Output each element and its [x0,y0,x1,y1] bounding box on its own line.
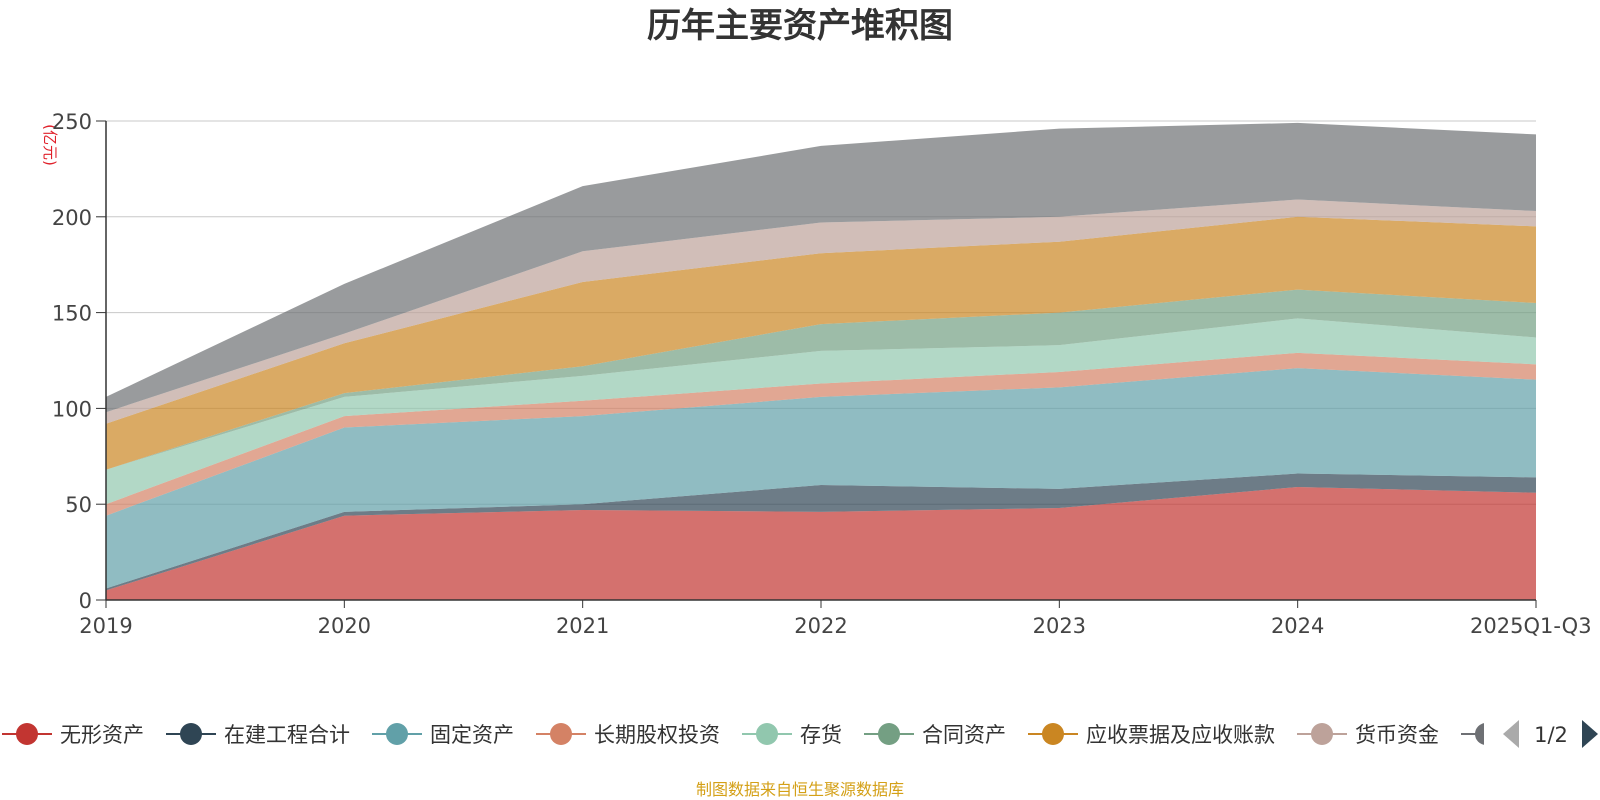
legend-item[interactable]: 在建工程合计 [166,723,350,747]
legend-item[interactable]: 合同资产 [864,723,1006,747]
y-tick-label: 150 [52,302,92,326]
legend-label: 长期股权投资 [594,723,720,747]
legend-circle-marker [1311,723,1333,745]
x-tick-label: 2024 [1271,614,1324,638]
legend-next-page-icon[interactable] [1582,720,1598,748]
y-tick-label: 200 [52,206,92,230]
legend-label: 合同资产 [922,723,1006,747]
area-series-6 [106,289,1536,470]
y-tick-label: 50 [65,493,92,517]
y-tick-label: 100 [52,397,92,421]
legend-item[interactable]: 无形资产 [2,723,144,747]
area-series-2 [106,473,1536,591]
legend-circle-marker [878,723,900,745]
area-series-8 [106,199,1536,424]
legend-circle-marker [756,723,778,745]
legend-item-clipped[interactable]: 货 [1461,723,1540,747]
y-axis-unit: (亿元) [41,124,59,166]
chart-title: 历年主要资产堆积图 [647,6,953,46]
area-series-1 [106,486,1536,600]
legend-circle-marker [180,723,202,745]
legend-item[interactable]: 长期股权投资 [536,723,720,747]
data-source-note: 制图数据来自恒生聚源数据库 [696,780,904,799]
x-tick-label: 2019 [79,614,132,638]
y-tick-label: 0 [79,589,92,613]
legend-label: 固定资产 [430,723,514,747]
area-series-group [106,122,1536,600]
legend-circle-marker [1475,723,1484,745]
area-series-5 [106,318,1536,505]
x-tick-label: 2021 [556,614,609,638]
legend-item[interactable]: 应收票据及应收账款 [1028,723,1275,747]
x-tick-label: 2022 [794,614,847,638]
area-series-7 [106,216,1536,470]
legend-circle-marker [550,723,572,745]
legend-label: 货币资金 [1355,723,1439,747]
y-tick-label: 250 [52,110,92,134]
legend-label: 在建工程合计 [224,723,350,747]
legend-label: 无形资产 [60,723,144,747]
x-tick-label: 2023 [1033,614,1086,638]
legend-items: 无形资产 在建工程合计 固定资产 长期股权投资 存货 合同资产 应收票据及应收账款 货币资金货 [2,723,1540,747]
x-tick-label: 2025Q1-Q3 [1470,614,1592,638]
legend-item[interactable]: 固定资产 [372,723,514,747]
legend-circle-marker [1042,723,1064,745]
area-series-3 [106,368,1536,589]
legend-item[interactable]: 存货 [742,723,842,747]
legend-label: 存货 [800,723,842,747]
legend-circle-marker [386,723,408,745]
legend-page-indicator: 1/2 [1534,723,1568,747]
legend-label: 应收票据及应收账款 [1086,723,1275,747]
legend-circle-marker [16,723,38,745]
legend-prev-page-icon[interactable] [1503,720,1519,748]
axes: 0 50 100 150 200 250 2019 2020 2021 2022 2023 2024 2… [52,110,1592,638]
area-series-9 [106,122,1536,413]
area-series-4 [106,352,1536,516]
legend: 无形资产 在建工程合计 固定资产 长期股权投资 存货 合同资产 应收票据及应收账款 货币资金货… [2,720,1598,748]
x-tick-label: 2020 [318,614,371,638]
legend-item[interactable]: 货币资金 [1297,723,1439,747]
